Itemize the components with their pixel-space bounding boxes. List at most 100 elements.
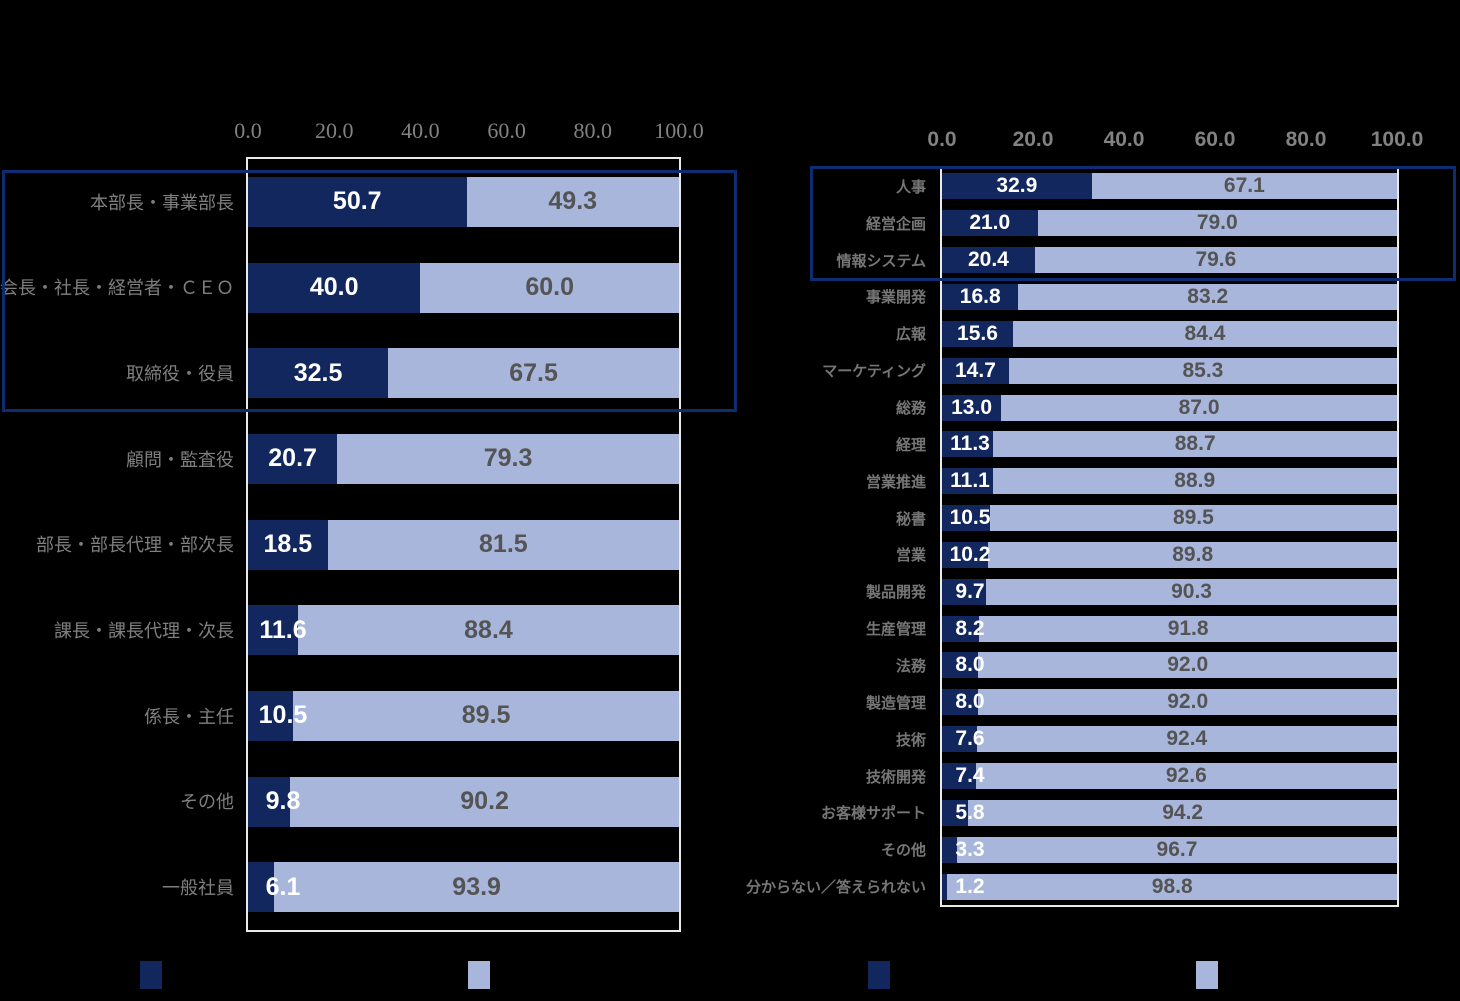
bar-value-label-dark: 21.0 — [969, 211, 1011, 235]
bar-segment-light — [1012, 320, 1397, 347]
bar-value-label-light: 60.0 — [525, 273, 575, 301]
bar-value-label-light: 89.5 — [1172, 506, 1214, 530]
bar-segment-dark — [942, 357, 1009, 384]
category-label: 生産管理 — [865, 621, 926, 639]
bar-segment-dark — [248, 519, 328, 570]
bar-value-label-light: 88.9 — [1174, 469, 1216, 493]
bar-segment-dark — [942, 799, 969, 826]
bar-value-label-dark: 10.5 — [949, 506, 991, 530]
bar-segment-light — [327, 519, 679, 570]
bar-value-label-light: 90.3 — [1171, 579, 1212, 603]
bar-value-label-dark: 6.1 — [265, 872, 301, 901]
axis-tick-label: 40.0 — [1103, 128, 1145, 151]
axis-tick-label: 0.0 — [927, 128, 957, 151]
bar-value-label-light: 98.8 — [1151, 874, 1193, 898]
category-label: 経理 — [895, 436, 926, 454]
bar-segment-dark — [942, 210, 1038, 237]
bar-value-label-light: 92.4 — [1166, 727, 1208, 751]
bar-segment-light — [978, 689, 1397, 716]
bar-value-label-dark: 8.0 — [955, 690, 985, 714]
bar-segment-light — [968, 799, 1397, 826]
bar-segment-light — [1008, 357, 1397, 384]
bar-segment-dark — [942, 726, 977, 753]
bar-segment-dark — [248, 176, 467, 227]
legend-swatch-dark — [140, 961, 162, 989]
category-label: 営業推進 — [865, 473, 926, 491]
axis-tick-label: 0.0 — [234, 118, 262, 143]
bar-segment-light — [1091, 173, 1397, 200]
bar-segment-light — [420, 262, 679, 313]
bar-value-label-dark: 1.2 — [955, 874, 985, 898]
legend-swatch-light — [1196, 961, 1218, 989]
category-label: 技術開発 — [865, 768, 926, 786]
bar-segment-dark — [942, 578, 987, 605]
bar-segment-dark — [942, 652, 979, 679]
bar-segment-light — [957, 836, 1397, 863]
bar-segment-light — [986, 578, 1397, 605]
bar-value-label-dark: 11.3 — [950, 432, 990, 456]
bar-segment-dark — [942, 541, 989, 568]
bar-segment-dark — [942, 468, 993, 495]
category-label: 係長・主任 — [144, 706, 234, 727]
category-label: 会長・社長・経営者・ＣＥＯ — [0, 278, 234, 299]
bar-segment-light — [978, 652, 1397, 679]
bar-value-label-light: 92.0 — [1167, 690, 1209, 714]
category-label: 広報 — [895, 326, 926, 344]
bar-segment-light — [466, 176, 679, 227]
bar-value-label-dark: 32.5 — [293, 358, 343, 387]
bar-value-label-dark: 18.5 — [263, 530, 313, 558]
bar-segment-dark — [942, 763, 976, 790]
category-label: 経営企画 — [865, 215, 926, 233]
bar-value-label-light: 83.2 — [1187, 284, 1229, 308]
bar-segment-dark — [942, 394, 1002, 421]
bar-segment-dark — [248, 862, 275, 913]
category-label: 一般社員 — [162, 878, 234, 899]
axis-tick-label: 100.0 — [654, 118, 704, 143]
bar-segment-light — [1037, 210, 1397, 237]
legend-swatch-light — [468, 961, 490, 989]
axis-tick-label: 60.0 — [1194, 128, 1236, 151]
bar-segment-light — [1018, 283, 1397, 310]
bar-value-label-light: 91.8 — [1167, 616, 1209, 640]
category-label: 事業開発 — [865, 289, 926, 307]
category-label: 人事 — [895, 178, 926, 196]
category-label: 分からない／答えられない — [745, 879, 926, 897]
bar-segment-light — [992, 468, 1397, 495]
bar-value-label-light: 67.5 — [509, 358, 558, 387]
axis-tick-label: 80.0 — [573, 118, 613, 143]
bar-segment-dark — [248, 605, 298, 656]
bar-value-label-dark: 20.7 — [268, 444, 317, 473]
axis-tick-label: 60.0 — [487, 118, 526, 143]
bar-value-label-dark: 16.8 — [959, 284, 1001, 308]
bar-value-label-dark: 20.4 — [967, 248, 1009, 272]
bar-segment-dark — [248, 348, 389, 399]
bar-value-label-dark: 32.9 — [996, 174, 1038, 198]
bar-segment-light — [1034, 247, 1397, 274]
bar-value-label-dark: 9.7 — [955, 579, 985, 603]
bar-value-label-light: 88.4 — [464, 615, 513, 644]
bar-value-label-light: 92.6 — [1165, 764, 1207, 788]
bar-segment-dark — [248, 262, 421, 313]
bar-value-label-light: 85.3 — [1182, 358, 1224, 382]
bar-segment-light — [989, 505, 1397, 532]
category-label: お客様サポート — [820, 805, 926, 823]
category-label: マーケティング — [822, 363, 926, 381]
bar-value-label-dark: 11.6 — [259, 615, 307, 644]
bar-value-label-dark: 40.0 — [309, 273, 359, 301]
bar-value-label-light: 93.9 — [452, 872, 501, 901]
bar-segment-dark — [942, 283, 1019, 310]
bar-value-label-light: 92.0 — [1167, 653, 1209, 677]
bar-segment-dark — [248, 690, 294, 741]
bar-segment-light — [337, 433, 679, 484]
bar-value-label-dark: 9.8 — [265, 787, 301, 815]
bar-value-label-light: 87.0 — [1178, 395, 1220, 419]
bar-value-label-dark: 8.0 — [955, 653, 985, 677]
bar-segment-light — [993, 431, 1397, 458]
category-label: 秘書 — [895, 510, 926, 528]
bar-value-label-light: 79.3 — [483, 444, 533, 473]
axis-tick-label: 40.0 — [401, 118, 440, 143]
bar-segment-dark — [942, 247, 1035, 274]
bar-segment-dark — [942, 836, 957, 863]
bar-value-label-dark: 13.0 — [951, 395, 992, 419]
